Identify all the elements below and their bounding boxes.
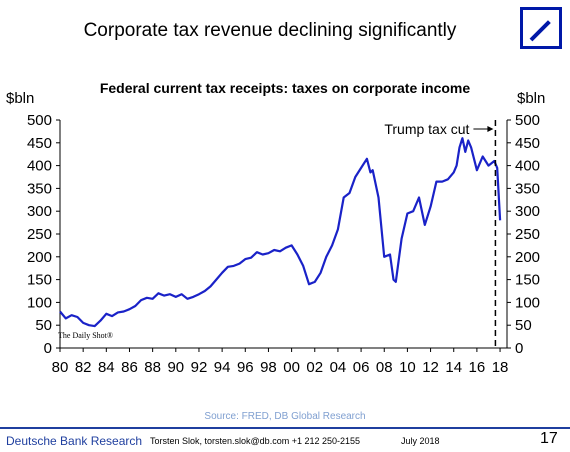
x-tick-label: 02 — [306, 359, 323, 376]
x-tick-label: 82 — [75, 359, 92, 376]
footer-author: Torsten Slok, torsten.slok@db.com +1 212… — [150, 436, 361, 446]
x-tick-label: 16 — [469, 359, 486, 376]
x-tick-label: 96 — [237, 359, 254, 376]
y-tick-label-left: 0 — [44, 340, 52, 357]
y-tick-label-left: 100 — [27, 294, 52, 311]
footer-org: Deutsche Bank Research — [6, 434, 143, 448]
x-tick-label: 92 — [191, 359, 208, 376]
page-number: 17 — [540, 430, 558, 447]
y-tick-label-left: 200 — [27, 249, 52, 266]
x-tick-label: 06 — [353, 359, 370, 376]
x-tick-label: 00 — [283, 359, 300, 376]
y-axis-label-right: $bln — [517, 90, 546, 107]
x-tick-label: 12 — [422, 359, 439, 376]
x-tick-label: 88 — [144, 359, 161, 376]
x-tick-label: 14 — [445, 359, 462, 376]
trump-tax-cut-annotation: Trump tax cut — [384, 121, 469, 137]
y-tick-label-left: 150 — [27, 272, 52, 289]
y-tick-label-left: 500 — [27, 112, 52, 129]
x-tick-label: 90 — [167, 359, 184, 376]
x-tick-label: 84 — [98, 359, 115, 376]
y-tick-label-right: 50 — [515, 317, 532, 334]
corporate-tax-receipts-line — [59, 137, 502, 328]
y-tick-label-left: 400 — [27, 158, 52, 175]
chart-title: Federal current tax receipts: taxes on c… — [99, 80, 471, 96]
y-tick-label-right: 250 — [515, 226, 540, 243]
y-tick-label-left: 350 — [27, 180, 52, 197]
source-note: Source: FRED, DB Global Research — [204, 411, 366, 422]
y-tick-label-right: 500 — [515, 112, 540, 129]
y-tick-label-right: 200 — [515, 249, 540, 266]
y-tick-label-right: 0 — [515, 340, 523, 357]
x-tick-label: 08 — [376, 359, 393, 376]
y-tick-label-right: 350 — [515, 180, 540, 197]
footer-date: July 2018 — [401, 436, 440, 446]
slide-title: Corporate tax revenue declining signific… — [83, 20, 457, 41]
annotation-arrowhead — [487, 126, 494, 132]
axes — [56, 119, 511, 352]
footer-divider — [0, 427, 570, 429]
x-tick-label: 86 — [121, 359, 138, 376]
x-tick-label: 98 — [260, 359, 277, 376]
x-tick-label: 94 — [214, 359, 231, 376]
y-tick-label-right: 300 — [515, 203, 540, 220]
y-tick-label-right: 450 — [515, 135, 540, 152]
y-tick-label-right: 150 — [515, 272, 540, 289]
x-tick-label: 18 — [492, 359, 509, 376]
y-tick-label-left: 450 — [27, 135, 52, 152]
y-tick-label-right: 100 — [515, 294, 540, 311]
x-tick-label: 04 — [330, 359, 347, 376]
x-tick-label: 10 — [399, 359, 416, 376]
y-tick-label-left: 300 — [27, 203, 52, 220]
y-tick-label-left: 50 — [35, 317, 52, 334]
x-tick-label: 80 — [52, 359, 69, 376]
y-tick-label-right: 400 — [515, 158, 540, 175]
y-tick-label-left: 250 — [27, 226, 52, 243]
daily-shot-watermark: The Daily Shot® — [58, 331, 113, 340]
y-axis-label-left: $bln — [6, 90, 35, 107]
deutsche-bank-logo — [520, 7, 562, 49]
